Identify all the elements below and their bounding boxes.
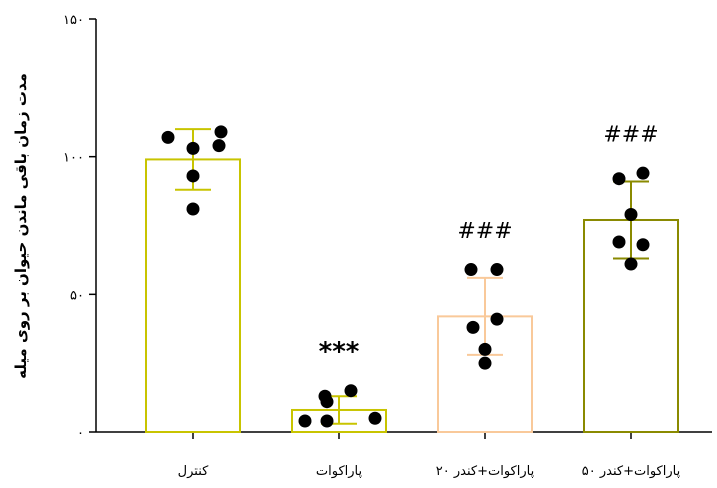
bar (145, 158, 241, 433)
data-point (214, 125, 228, 139)
data-point (624, 207, 638, 221)
data-point (186, 169, 200, 183)
significance-annotation: ### (603, 122, 658, 147)
y-tick-label: ۵۰ (70, 288, 84, 303)
y-tick-label: ۱۰۰ (63, 151, 84, 166)
data-point (186, 202, 200, 216)
data-point (368, 411, 382, 425)
data-point (298, 414, 312, 428)
chart-axes: ۰ ۵۰ ۱۰۰ ۱۵۰ کنترل پاراکوات پاراکوات+کندر ۲۰ پا… (63, 13, 712, 479)
data-point (636, 166, 650, 180)
data-point (636, 238, 650, 252)
data-points-group (161, 125, 650, 428)
x-tick-label: کنترل (178, 464, 209, 479)
x-tick-label: پاراکوات+کندر ۵۰ (582, 464, 681, 479)
data-point (478, 356, 492, 370)
data-point (318, 389, 332, 403)
data-point (186, 141, 200, 155)
data-point (320, 414, 334, 428)
labels-group: مدت زمان باقی ماندن حیوان بر روی میله (12, 73, 30, 379)
y-axis-label: مدت زمان باقی ماندن حیوان بر روی میله (12, 73, 30, 379)
data-point (344, 384, 358, 398)
x-tick-label: پاراکوات+کندر ۲۰ (436, 464, 535, 479)
data-point (490, 263, 504, 277)
significance-annotation: ### (457, 219, 512, 244)
x-tick-label: پاراکوات (316, 464, 363, 479)
data-point (612, 172, 626, 186)
data-point (212, 139, 226, 153)
data-point (464, 263, 478, 277)
significance-annotation: *** (319, 337, 360, 367)
data-point (466, 320, 480, 334)
data-point (478, 342, 492, 356)
y-tick-label: ۰ (77, 426, 84, 441)
y-tick-label: ۱۵۰ (63, 13, 84, 28)
data-point (612, 235, 626, 249)
data-point (624, 257, 638, 271)
data-point (161, 130, 175, 144)
bars-group (145, 158, 679, 433)
annotations-group: *** ### ### (319, 122, 659, 367)
error-bars-group (175, 128, 649, 425)
data-point (490, 312, 504, 326)
